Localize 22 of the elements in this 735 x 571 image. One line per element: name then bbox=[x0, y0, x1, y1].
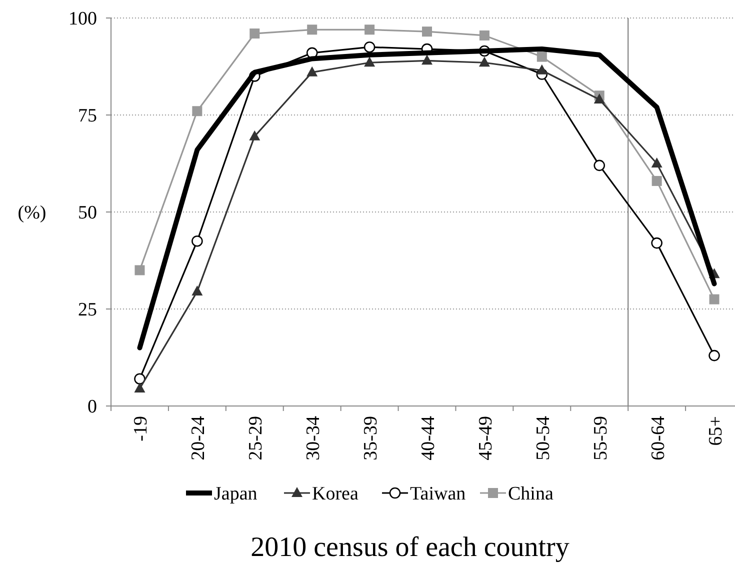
legend-label: China bbox=[508, 484, 554, 505]
y-tick-label: 75 bbox=[78, 106, 97, 127]
legend-label: Korea bbox=[312, 484, 359, 505]
x-tick-label: -19 bbox=[130, 416, 152, 442]
y-tick-label: 0 bbox=[88, 396, 97, 418]
text: 2010 census of each country bbox=[250, 532, 570, 563]
x-tick-label: 40-44 bbox=[418, 416, 439, 460]
legend-label: Taiwan bbox=[410, 484, 466, 505]
y-axis-title: (%) bbox=[18, 202, 46, 224]
y-tick-label: 50 bbox=[78, 202, 97, 224]
x-tick-label: 55-59 bbox=[590, 416, 612, 460]
x-tick-label: 65+ bbox=[705, 416, 726, 446]
legend-label: Japan bbox=[214, 484, 258, 505]
y-tick-label: 25 bbox=[78, 300, 97, 321]
x-tick-label: 60-64 bbox=[648, 416, 669, 460]
x-tick-label: 50-54 bbox=[532, 416, 554, 460]
x-tick-label: 20-24 bbox=[188, 416, 210, 460]
x-tick-label: 45-49 bbox=[475, 416, 496, 460]
x-tick-label: 25-29 bbox=[246, 416, 267, 460]
x-tick-label: 35-39 bbox=[360, 416, 382, 460]
y-tick-label: 100 bbox=[68, 8, 97, 30]
x-tick-label: 30-34 bbox=[303, 416, 324, 460]
